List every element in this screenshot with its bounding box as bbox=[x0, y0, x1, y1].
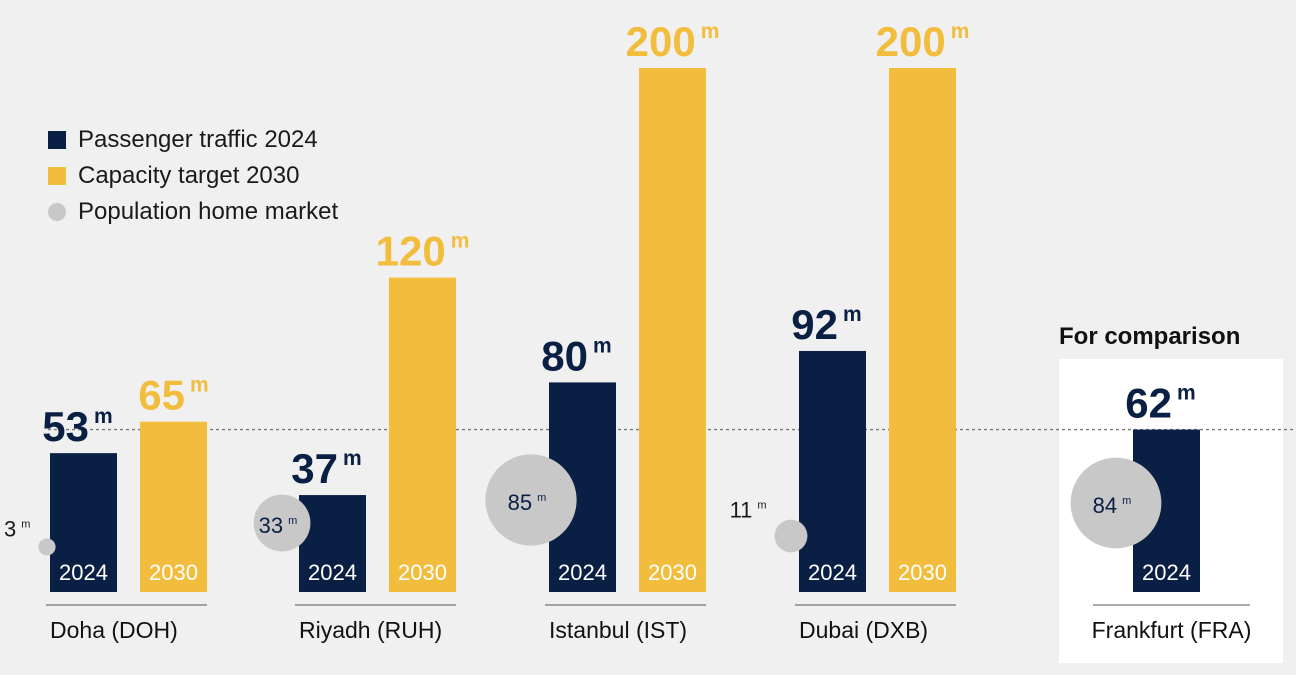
population-circle-dubai-dxb bbox=[774, 519, 808, 553]
traffic-value-label-riyadh-ruh: 37 m bbox=[291, 445, 361, 492]
population-label-frankfurt-fra-unit: m bbox=[1122, 495, 1131, 507]
traffic-year-label-dubai-dxb: 2024 bbox=[808, 560, 857, 585]
capacity-bar-riyadh-ruh bbox=[389, 277, 456, 592]
legend-swatch-population bbox=[48, 203, 66, 221]
capacity-value-label-istanbul-ist-unit: m bbox=[701, 20, 720, 43]
traffic-value-label-istanbul-ist-unit: m bbox=[593, 334, 612, 357]
traffic-value-label-istanbul-ist: 80 m bbox=[541, 332, 611, 379]
capacity-bar-istanbul-ist bbox=[639, 68, 706, 592]
traffic-value-label-frankfurt-fra-unit: m bbox=[1177, 382, 1196, 405]
capacity-value-label-dubai-dxb-unit: m bbox=[951, 20, 970, 43]
traffic-value-label-riyadh-ruh-unit: m bbox=[343, 447, 362, 470]
traffic-value-label-doha-doh: 53 m bbox=[42, 403, 112, 450]
capacity-value-label-istanbul-ist: 200 m bbox=[626, 18, 720, 65]
legend-item-capacity: Capacity target 2030 bbox=[48, 158, 338, 194]
legend-label-population: Population home market bbox=[78, 198, 339, 225]
population-label-dubai-dxb: 11 m bbox=[730, 498, 767, 523]
population-label-riyadh-ruh-unit: m bbox=[288, 515, 297, 527]
traffic-year-label-istanbul-ist: 2024 bbox=[558, 560, 607, 585]
airport-label-frankfurt-fra: Frankfurt (FRA) bbox=[1092, 617, 1252, 643]
capacity-year-label-istanbul-ist: 2030 bbox=[648, 560, 697, 585]
traffic-year-label-riyadh-ruh: 2024 bbox=[308, 560, 357, 585]
capacity-value-label-doha-doh-unit: m bbox=[190, 374, 209, 397]
traffic-bar-doha-doh bbox=[50, 453, 117, 592]
capacity-year-label-doha-doh: 2030 bbox=[149, 560, 198, 585]
population-circle-riyadh-ruh bbox=[253, 494, 311, 552]
airport-label-istanbul-ist: Istanbul (IST) bbox=[549, 617, 687, 643]
traffic-year-label-doha-doh: 2024 bbox=[59, 560, 108, 585]
population-circle-doha-doh bbox=[38, 538, 56, 556]
legend-item-traffic: Passenger traffic 2024 bbox=[48, 122, 338, 158]
legend-swatch-capacity bbox=[48, 167, 66, 185]
airport-label-doha-doh: Doha (DOH) bbox=[50, 617, 178, 643]
traffic-value-label-dubai-dxb-unit: m bbox=[843, 303, 862, 326]
airport-label-dubai-dxb: Dubai (DXB) bbox=[799, 617, 928, 643]
capacity-year-label-riyadh-ruh: 2030 bbox=[398, 560, 447, 585]
population-label-doha-doh-unit: m bbox=[21, 518, 30, 530]
capacity-value-label-doha-doh: 65 m bbox=[138, 372, 208, 419]
capacity-bar-dubai-dxb bbox=[889, 68, 956, 592]
legend-swatch-traffic bbox=[48, 131, 66, 149]
legend: Passenger traffic 2024 Capacity target 2… bbox=[48, 122, 338, 230]
population-label-istanbul-ist-unit: m bbox=[537, 492, 546, 504]
population-circle-frankfurt-fra bbox=[1070, 457, 1162, 549]
traffic-bar-dubai-dxb bbox=[799, 350, 866, 592]
capacity-value-label-riyadh-ruh-unit: m bbox=[451, 230, 470, 253]
traffic-bar-riyadh-ruh bbox=[299, 495, 366, 592]
traffic-year-label-frankfurt-fra: 2024 bbox=[1142, 560, 1191, 585]
population-circle-istanbul-ist bbox=[485, 454, 577, 546]
legend-item-population: Population home market bbox=[48, 194, 338, 230]
comparison-title: For comparison bbox=[1059, 323, 1240, 350]
legend-label-capacity: Capacity target 2030 bbox=[78, 162, 300, 189]
traffic-value-label-dubai-dxb: 92 m bbox=[791, 301, 861, 348]
capacity-year-label-dubai-dxb: 2030 bbox=[898, 560, 947, 585]
traffic-value-label-doha-doh-unit: m bbox=[94, 405, 113, 428]
capacity-value-label-dubai-dxb: 200 m bbox=[876, 18, 970, 65]
capacity-bar-doha-doh bbox=[140, 421, 207, 592]
capacity-value-label-riyadh-ruh: 120 m bbox=[376, 228, 470, 275]
population-label-dubai-dxb-unit: m bbox=[757, 500, 766, 512]
airport-label-riyadh-ruh: Riyadh (RUH) bbox=[299, 617, 442, 643]
legend-label-traffic: Passenger traffic 2024 bbox=[78, 126, 318, 153]
